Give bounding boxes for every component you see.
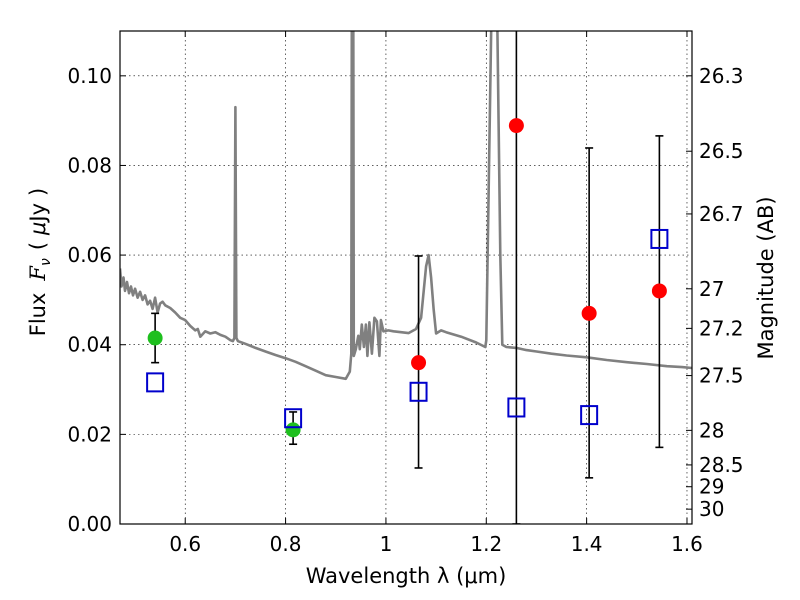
x-tick-label: 1.4 [571,532,603,556]
right-y-tick-label: 29 [699,475,724,499]
spectrum-layer [120,31,692,381]
right-y-tick-label: 27.2 [699,316,744,340]
model-flux-square [146,372,165,393]
green-detections-point [285,422,301,438]
right-y-tick-label: 27.5 [699,364,744,388]
y-label-unit: Jy [26,203,50,224]
grid-lines [120,31,692,524]
x-tick-label: 1.6 [671,532,703,556]
model-flux-square [409,381,428,402]
red-photometry-point [411,355,427,371]
model-flux-square [650,228,669,249]
y-label-mu: μ [26,222,50,236]
plot-background [120,31,692,524]
model-flux-square [580,405,599,426]
right-y-tick-label: 26.7 [699,202,744,226]
y-axis-label: Flux Fν ( μJy) [26,188,54,336]
red-photometry-point [581,305,597,321]
plot-frame [119,30,693,525]
x-axis-label: Wavelength λ (μm) [306,564,507,588]
right-y-axis-label: Magnitude (AB) [754,196,778,359]
y-label-open-paren: ( [26,242,50,250]
right-y-tick-label: 30 [699,497,724,521]
x-tick-label: 0.6 [169,532,201,556]
y-tick-label: 0.02 [67,422,112,446]
x-tick-label: 0.8 [270,532,302,556]
markers-layer [146,118,669,438]
model-flux-square [507,397,526,418]
right-y-tick-label: 28 [699,418,724,442]
right-y-tick-label: 26.3 [699,64,744,88]
model-flux-square [284,408,303,429]
y-label-close-paren: ) [26,188,50,196]
red-photometry-point [651,283,667,299]
y-tick-label: 0.04 [67,333,112,357]
y-label-f-symbol: F [26,265,50,282]
right-y-tick-label: 27 [699,277,724,301]
y-label-flux: Flux [26,293,50,337]
y-tick-label: 0.06 [67,243,112,267]
y-tick-label: 0.10 [67,64,112,88]
x-tick-label: 1.2 [470,532,502,556]
right-y-tick-label: 28.5 [699,453,744,477]
spectrum-line [120,31,692,381]
y-label-nu-subscript: ν [38,258,54,266]
y-tick-label: 0.00 [67,512,112,536]
axis-ticks: 0.6 0.8 1 1.2 1.4 1.6 0.00 0.02 0.04 0.06 0.08 0.10… [67,31,744,556]
green-detections-point [147,330,163,346]
red-photometry-point [508,118,524,134]
x-tick-label: 1 [380,532,393,556]
y-tick-label: 0.08 [67,153,112,177]
right-y-tick-label: 26.5 [699,139,744,163]
